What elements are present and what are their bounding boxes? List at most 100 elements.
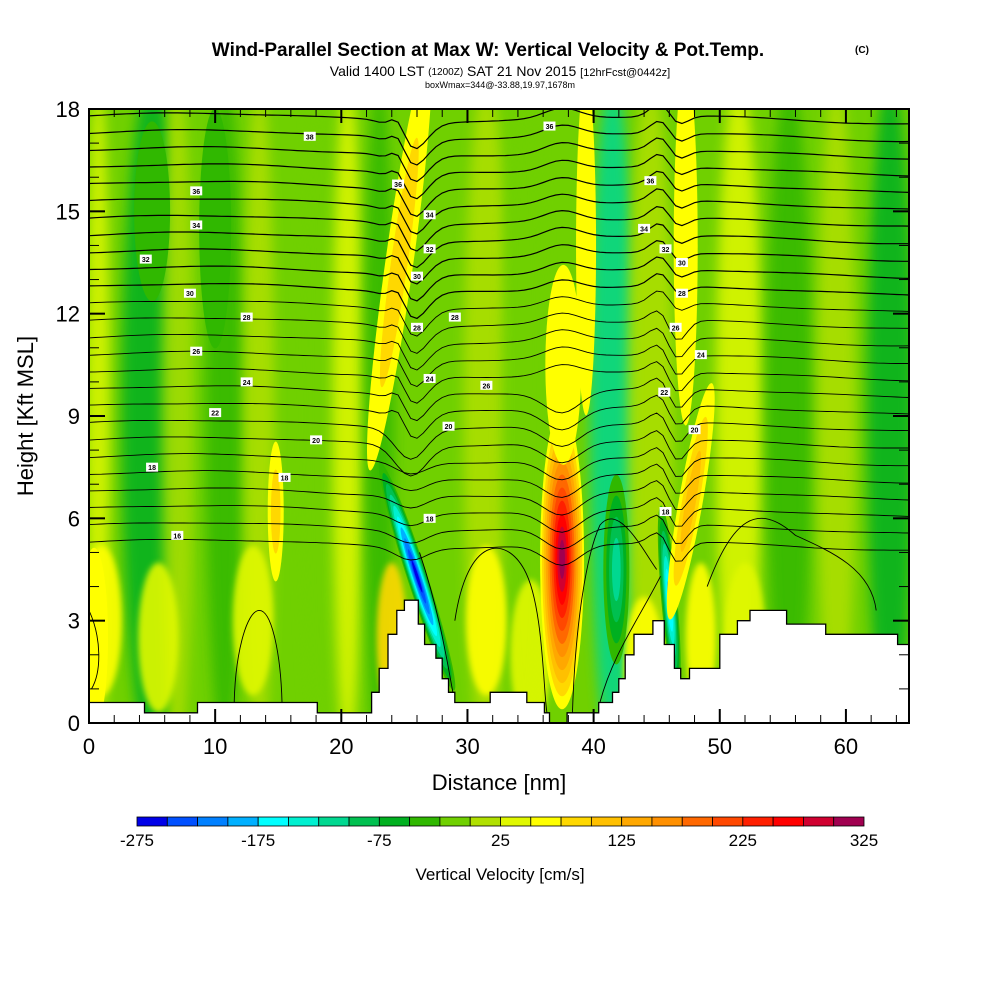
contour-label: 20 [310, 435, 323, 445]
x-tick-label: 40 [581, 734, 605, 759]
y-axis-label: Height [Kft MSL] [13, 336, 38, 496]
w-contour-fill [559, 539, 565, 579]
contour-label-box [688, 425, 701, 435]
contour-label: 26 [480, 380, 493, 390]
theta-contour-line [89, 327, 909, 371]
colorbar-segment [500, 816, 532, 827]
theta-contour-line [89, 188, 909, 235]
theta-contour-line [89, 412, 909, 460]
contour-label: 32 [423, 244, 436, 254]
contour-label-box [240, 377, 253, 387]
contour-label-text: 36 [192, 189, 200, 196]
colorbar-segment [136, 816, 168, 827]
heatmap-band [300, 109, 339, 723]
contour-label: 32 [139, 254, 152, 264]
contour-label-box [423, 373, 436, 383]
contour-label-box [139, 254, 152, 264]
colorbar-tick-label: 225 [729, 831, 757, 850]
contour-labels: 38 36 36 36 36 34 34 34 32 32 32 30 30 30 28 28 28 28 26 26… [139, 121, 707, 540]
colorbar-segment [378, 816, 411, 827]
subtitle-forecast: [12hrFcst@0442z] [580, 67, 670, 79]
y-tick-label: 12 [56, 302, 80, 327]
contour-label-text: 28 [243, 315, 251, 322]
contour-label-box [411, 322, 423, 332]
plot-area: 38 36 36 36 36 34 34 34 32 32 32 30 30 30 28 28 28 28 26 26… [89, 109, 909, 723]
theta-contour-line [89, 532, 909, 566]
x-tick-label: 50 [708, 734, 732, 759]
x-tick-label: 20 [329, 734, 353, 759]
contour-label-box [303, 131, 316, 141]
theta-contour-line [89, 463, 909, 498]
contour-label: 32 [659, 244, 672, 254]
colorbar-segment [469, 816, 501, 827]
contour-label: 20 [688, 425, 701, 435]
contour-label-box [675, 288, 688, 298]
w-contour-fill [576, 109, 597, 416]
colorbar-segment [439, 816, 471, 827]
subtitle-utc: (1200Z) [428, 67, 463, 78]
theta-contour-line [89, 120, 909, 166]
contour-label-text: 18 [148, 465, 156, 472]
contour-label-box [183, 288, 196, 298]
contour-label-box [448, 312, 461, 322]
colorbar-segment [833, 816, 865, 827]
y-tick-label: 15 [56, 199, 80, 224]
contour-label: 30 [675, 258, 688, 268]
contour-label-text: 36 [394, 182, 402, 189]
contour-label-text: 24 [697, 353, 705, 360]
colorbar-segment [560, 816, 592, 827]
theta-contour-line [89, 377, 909, 422]
contour-label: 28 [448, 312, 461, 322]
plot-frame [88, 108, 910, 724]
contour-label-text: 28 [451, 315, 459, 322]
contour-label-text: 32 [662, 247, 670, 254]
theta-contour-line [571, 518, 661, 723]
colorbar-segment [166, 816, 198, 827]
theta-contour-line [89, 223, 909, 269]
colorbar-tick-label: 125 [607, 831, 635, 850]
theta-contour-line [89, 514, 909, 550]
contour-label-text: 34 [192, 223, 200, 230]
colorbar-segment [712, 816, 744, 827]
theta-contour-line [89, 256, 909, 302]
contour-label-text: 32 [426, 247, 434, 254]
contour-label-box [480, 380, 493, 390]
contour-label-text: 36 [646, 179, 654, 186]
contour-label-box [146, 462, 159, 472]
w-contour-fill [270, 469, 281, 554]
contour-label-box [310, 435, 323, 445]
colorbar-segment [621, 816, 653, 827]
theta-contours [89, 109, 909, 723]
contour-label-text: 22 [211, 411, 219, 418]
colorbar: -275 -175 -75 25 125 225 325 [120, 816, 878, 850]
colorbar-segment [530, 816, 562, 827]
heatmap-band [332, 109, 363, 723]
contour-label-text: 30 [413, 274, 421, 281]
w-contour-fill [379, 137, 419, 388]
theta-contour-line [89, 170, 909, 217]
contour-label-text: 38 [306, 134, 314, 141]
colorbar-tick-label: -75 [367, 831, 392, 850]
contour-label: 22 [209, 408, 222, 418]
contour-label: 36 [392, 179, 405, 189]
contour-label-text: 32 [142, 257, 150, 264]
theta-contour-line [89, 137, 909, 183]
contour-label-box [442, 421, 455, 431]
colorbar-tick-label: 25 [491, 831, 510, 850]
contour-label: 24 [240, 377, 253, 387]
theta-contour-line [89, 109, 909, 150]
w-contour-fill [673, 109, 698, 426]
contour-label-text: 22 [660, 390, 668, 397]
subtitle-date: SAT 21 Nov 2015 [467, 63, 576, 79]
colorbar-segment [409, 816, 441, 827]
contour-label: 28 [675, 288, 688, 298]
colorbar-segment [318, 816, 350, 827]
contour-label-text: 16 [173, 533, 181, 540]
contour-label-box [644, 176, 657, 186]
contour-label-text: 26 [672, 325, 680, 332]
contour-label-box [278, 472, 291, 482]
terrain [89, 599, 909, 723]
x-tick-label: 10 [203, 734, 227, 759]
contour-label: 24 [423, 373, 436, 383]
colorbar-segment [651, 816, 683, 827]
